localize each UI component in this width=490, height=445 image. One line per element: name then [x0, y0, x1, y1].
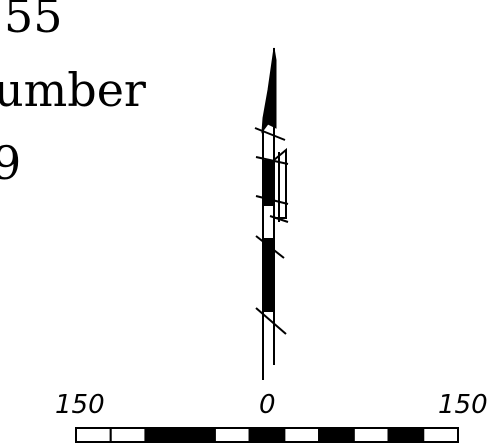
specimen-label: 55 umber 9 — [0, 0, 146, 208]
label-line-number: 55 — [4, 0, 63, 43]
scale-label-left: 150 — [55, 390, 105, 420]
scale-bar-segment — [109, 427, 147, 443]
lower-segment-bottom-bar — [255, 307, 287, 335]
scale-bar-segment — [422, 427, 460, 443]
scale-bar-segment — [283, 427, 321, 443]
scale-bar-segment — [318, 427, 355, 443]
upper-joint-bottom-bar — [269, 215, 289, 223]
scale-bar-segment — [144, 427, 182, 443]
scale-bar-segment — [213, 427, 251, 443]
scale-bar-segment — [75, 427, 112, 443]
upper-joint-top-bar — [255, 156, 289, 165]
tip-crossbar — [254, 127, 286, 141]
label-line-word: umber — [0, 63, 146, 117]
lower-segment-fill — [263, 238, 274, 312]
scale-bar-segment — [179, 427, 216, 443]
scale-label-right: 150 — [438, 390, 488, 420]
rod-tip — [261, 47, 277, 134]
upper-joint-fill — [263, 160, 274, 206]
scale-bar-segment — [248, 427, 286, 443]
scale-bar-segment — [352, 427, 390, 443]
scale-label-center: 0 — [259, 390, 276, 420]
scale-bar-segment — [387, 427, 425, 443]
upper-joint-mid-bar — [255, 195, 289, 205]
scale-bar — [75, 427, 460, 443]
upper-joint — [255, 147, 289, 223]
lower-segment — [255, 235, 287, 335]
label-line-digit: 9 — [0, 136, 22, 190]
lower-segment-top-bar — [255, 235, 285, 259]
